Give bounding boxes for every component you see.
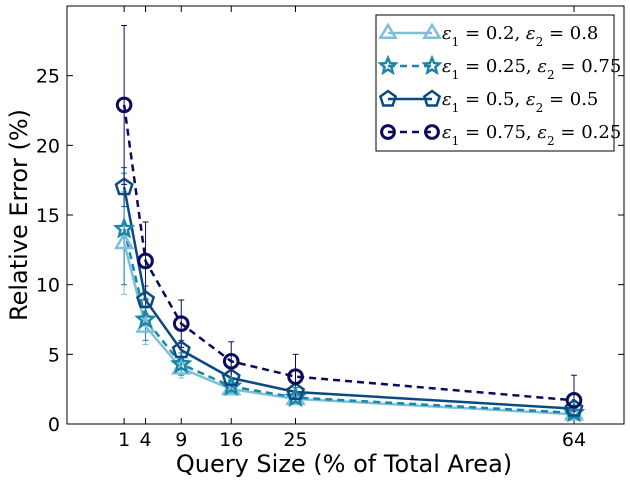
legend-marker [378, 22, 398, 40]
y-tick-label: 15 [36, 205, 60, 227]
series-line [122, 228, 575, 415]
data-point [565, 392, 583, 409]
series-lines [122, 104, 575, 416]
x-tick-label: 1 [118, 429, 130, 451]
data-point [222, 353, 240, 370]
data-point [112, 217, 136, 239]
x-axis-label: Query Size (% of Total Area) [176, 450, 512, 478]
y-tick-label: 5 [48, 344, 60, 366]
data-point [171, 340, 191, 359]
series-markers [112, 96, 586, 423]
y-tick-label: 0 [48, 414, 60, 436]
x-tick-label: 9 [175, 429, 187, 451]
y-tick-label: 20 [36, 135, 60, 157]
legend-marker [378, 89, 398, 107]
y-tick-label: 10 [36, 275, 60, 297]
data-point [135, 289, 156, 309]
y-tick-label: 25 [36, 66, 60, 88]
x-tick-label: 4 [140, 429, 152, 451]
axis-ticks: 1 4 9 16 25 64 0 5 10 15 20 25 [36, 6, 624, 451]
data-point [113, 231, 135, 250]
data-point [137, 252, 154, 270]
series-line [122, 186, 575, 410]
legend-label: ε1 = 0.25, ε2 = 0.75 [442, 56, 621, 82]
legend-marker [422, 22, 442, 40]
legend-marker [421, 54, 443, 76]
x-tick-label: 25 [283, 429, 307, 451]
legend-label: ε1 = 0.2, ε2 = 0.8 [442, 23, 598, 49]
data-point [170, 352, 193, 374]
data-point [285, 381, 306, 401]
series-line [122, 242, 575, 416]
legend: ε1 = 0.2, ε2 = 0.8 ε1 = 0.25, ε2 = 0.75 ε1… [375, 14, 621, 152]
data-point [287, 368, 304, 385]
legend-marker [377, 54, 399, 76]
data-point [114, 177, 134, 196]
legend-label: ε1 = 0.5, ε2 = 0.5 [442, 89, 598, 115]
data-point [221, 367, 241, 387]
legend-box [375, 14, 615, 152]
y-axis-label: Relative Error (%) [5, 109, 33, 321]
legend-marker [380, 124, 396, 140]
legend-marker [422, 89, 442, 107]
x-tick-label: 64 [562, 429, 586, 451]
legend-marker [424, 124, 440, 140]
data-point [134, 307, 157, 330]
legend-label: ε1 = 0.75, ε2 = 0.25 [442, 122, 621, 148]
data-point [172, 315, 190, 332]
data-point [115, 96, 133, 114]
x-tick-label: 16 [219, 429, 243, 451]
